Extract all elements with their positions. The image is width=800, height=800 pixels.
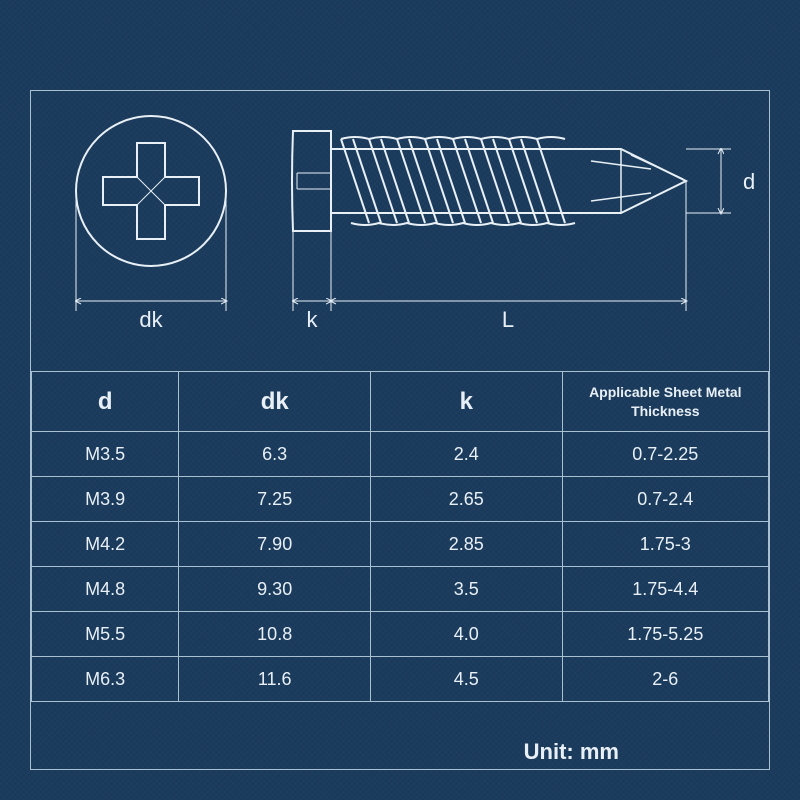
header-thickness: Applicable Sheet Metal Thickness — [562, 372, 768, 432]
header-dk: dk — [179, 372, 371, 432]
table-row: M5.510.84.01.75-5.25 — [32, 612, 769, 657]
screw-top-view: dk — [76, 116, 226, 332]
cell-dk: 6.3 — [179, 432, 371, 477]
screw-side-view: k L d — [292, 131, 755, 332]
cell-d: M3.9 — [32, 477, 179, 522]
header-d: d — [32, 372, 179, 432]
table-row: M4.27.902.851.75-3 — [32, 522, 769, 567]
cell-k: 3.5 — [371, 567, 563, 612]
cell-k: 2.4 — [371, 432, 563, 477]
cell-dk: 7.90 — [179, 522, 371, 567]
cell-k: 4.0 — [371, 612, 563, 657]
spec-table: d dk k Applicable Sheet Metal Thickness … — [31, 371, 769, 702]
table-row: M6.311.64.52-6 — [32, 657, 769, 702]
cell-k: 4.5 — [371, 657, 563, 702]
cell-th: 0.7-2.25 — [562, 432, 768, 477]
cell-dk: 7.25 — [179, 477, 371, 522]
cell-th: 0.7-2.4 — [562, 477, 768, 522]
cell-d: M4.8 — [32, 567, 179, 612]
label-L: L — [502, 307, 514, 332]
cell-d: M6.3 — [32, 657, 179, 702]
table-header-row: d dk k Applicable Sheet Metal Thickness — [32, 372, 769, 432]
cell-th: 2-6 — [562, 657, 768, 702]
cell-dk: 9.30 — [179, 567, 371, 612]
table-row: M4.89.303.51.75-4.4 — [32, 567, 769, 612]
cell-d: M4.2 — [32, 522, 179, 567]
header-k: k — [371, 372, 563, 432]
label-d: d — [743, 169, 755, 194]
cell-th: 1.75-3 — [562, 522, 768, 567]
cell-k: 2.85 — [371, 522, 563, 567]
cell-dk: 10.8 — [179, 612, 371, 657]
cell-th: 1.75-4.4 — [562, 567, 768, 612]
table-row: M3.97.252.650.7-2.4 — [32, 477, 769, 522]
label-dk: dk — [139, 307, 163, 332]
cell-d: M5.5 — [32, 612, 179, 657]
unit-label: Unit: mm — [524, 739, 769, 771]
screw-diagram: dk — [31, 91, 769, 371]
cell-k: 2.65 — [371, 477, 563, 522]
table-row: M3.56.32.40.7-2.25 — [32, 432, 769, 477]
cell-d: M3.5 — [32, 432, 179, 477]
label-k: k — [307, 307, 319, 332]
cell-th: 1.75-5.25 — [562, 612, 768, 657]
cell-dk: 11.6 — [179, 657, 371, 702]
spec-frame: dk — [30, 90, 770, 770]
